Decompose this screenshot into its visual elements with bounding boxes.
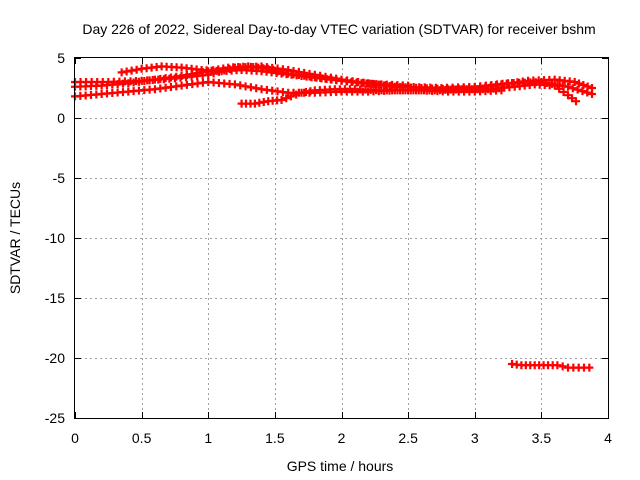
- x-tick-label: 3.5: [532, 430, 552, 446]
- y-axis-label: SDTVAR / TECUs: [7, 182, 23, 294]
- data-point-marker: [550, 81, 559, 90]
- axis-ticks: 0 0.5 1 1.5 2 2.5 3 3.5 4 5 0 -5 -10 -15 -20 -25: [45, 50, 612, 446]
- grid-lines: [75, 58, 608, 418]
- x-tick-label: 1.5: [265, 430, 285, 446]
- data-points: [71, 62, 597, 372]
- series-track-6: [508, 360, 594, 372]
- data-point-marker: [575, 79, 584, 88]
- data-point-marker: [588, 84, 597, 92]
- data-point-marker: [583, 82, 592, 91]
- data-point-marker: [559, 88, 568, 96]
- x-tick-label: 2.5: [398, 430, 418, 446]
- y-tick-label: -5: [53, 170, 66, 186]
- x-tick-label: 3: [471, 430, 479, 446]
- plot-frame: [74, 57, 609, 419]
- data-point-marker: [564, 82, 573, 91]
- y-tick-label: -15: [45, 290, 65, 306]
- chart-title: Day 226 of 2022, Sidereal Day-to-day VTE…: [82, 21, 595, 37]
- y-tick-label: -20: [45, 350, 65, 366]
- data-point-marker: [553, 361, 562, 370]
- x-axis-label: GPS time / hours: [287, 458, 394, 474]
- x-tick-label: 4: [604, 430, 612, 446]
- data-point-marker: [572, 97, 581, 106]
- x-tick-label: 0: [71, 430, 79, 446]
- data-point-marker: [579, 81, 588, 89]
- data-point-marker: [292, 90, 301, 99]
- data-point-marker: [282, 94, 291, 103]
- y-tick-label: 5: [57, 50, 65, 66]
- data-point-marker: [585, 363, 594, 372]
- data-point-marker: [286, 92, 295, 101]
- y-tick-label: -25: [45, 410, 65, 426]
- series-track-4: [117, 62, 413, 90]
- data-point-marker: [573, 85, 582, 94]
- x-tick-label: 1: [204, 430, 212, 446]
- data-point-marker: [277, 96, 286, 104]
- data-point-marker: [555, 84, 564, 93]
- series-track-5: [237, 80, 581, 108]
- x-tick-label: 0.5: [132, 430, 152, 446]
- x-tick-label: 2: [338, 430, 346, 446]
- data-point-marker: [558, 362, 567, 371]
- data-point-marker: [570, 78, 579, 86]
- data-point-marker: [568, 84, 577, 93]
- y-tick-label: -10: [45, 230, 65, 246]
- y-tick-label: 0: [57, 110, 65, 126]
